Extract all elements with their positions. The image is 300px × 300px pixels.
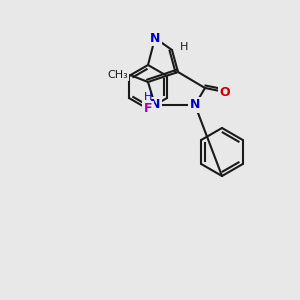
Text: O: O	[220, 85, 230, 98]
Text: H: H	[180, 42, 188, 52]
Text: CH₃: CH₃	[107, 70, 128, 80]
Text: N: N	[150, 32, 160, 44]
Text: N: N	[190, 98, 200, 112]
Text: N: N	[150, 98, 160, 112]
Text: H: H	[144, 92, 152, 102]
Text: F: F	[144, 103, 152, 116]
